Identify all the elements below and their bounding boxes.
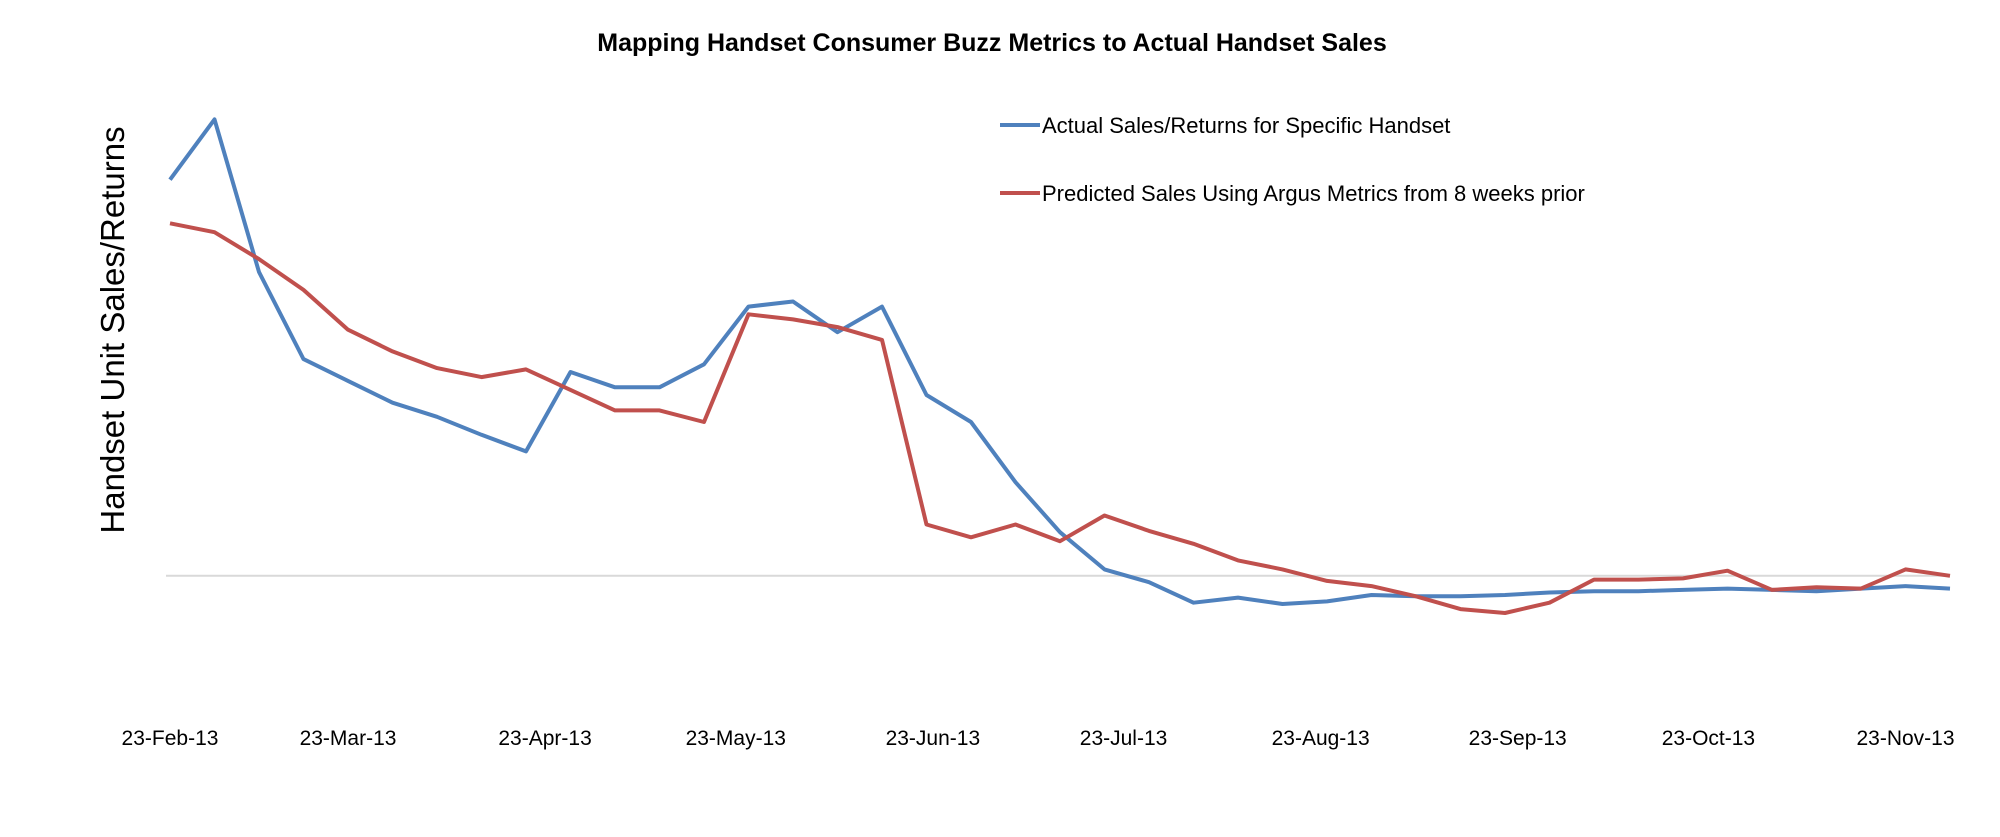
x-tick-label: 23-Jun-13 (886, 727, 981, 750)
x-tick-label: 23-Sep-13 (1469, 727, 1567, 750)
x-tick-label: 23-Mar-13 (300, 727, 397, 750)
y-axis-label: Handset Unit Sales/Returns (94, 126, 131, 533)
x-tick-label: 23-Feb-13 (122, 727, 219, 750)
legend-label-predicted: Predicted Sales Using Argus Metrics from… (1042, 181, 1585, 206)
x-axis-ticks: 23-Feb-13 23-Mar-13 23-Apr-13 23-May-13 23-J… (122, 727, 1955, 750)
x-tick-label: 23-Aug-13 (1272, 727, 1370, 750)
x-tick-label: 23-Oct-13 (1662, 727, 1755, 750)
legend-label-actual: Actual Sales/Returns for Specific Handse… (1042, 113, 1450, 138)
x-tick-label: 23-Apr-13 (498, 727, 591, 750)
x-tick-label: 23-Nov-13 (1856, 727, 1954, 750)
x-tick-label: 23-May-13 (686, 727, 786, 750)
series-line-actual (168, 117, 1951, 606)
legend: Actual Sales/Returns for Specific Handse… (1000, 113, 1585, 206)
chart-title: Mapping Handset Consumer Buzz Metrics to… (597, 29, 1387, 57)
x-tick-label: 23-Jul-13 (1080, 727, 1168, 750)
series-group (168, 117, 1951, 615)
series-line-predicted (169, 221, 1951, 615)
